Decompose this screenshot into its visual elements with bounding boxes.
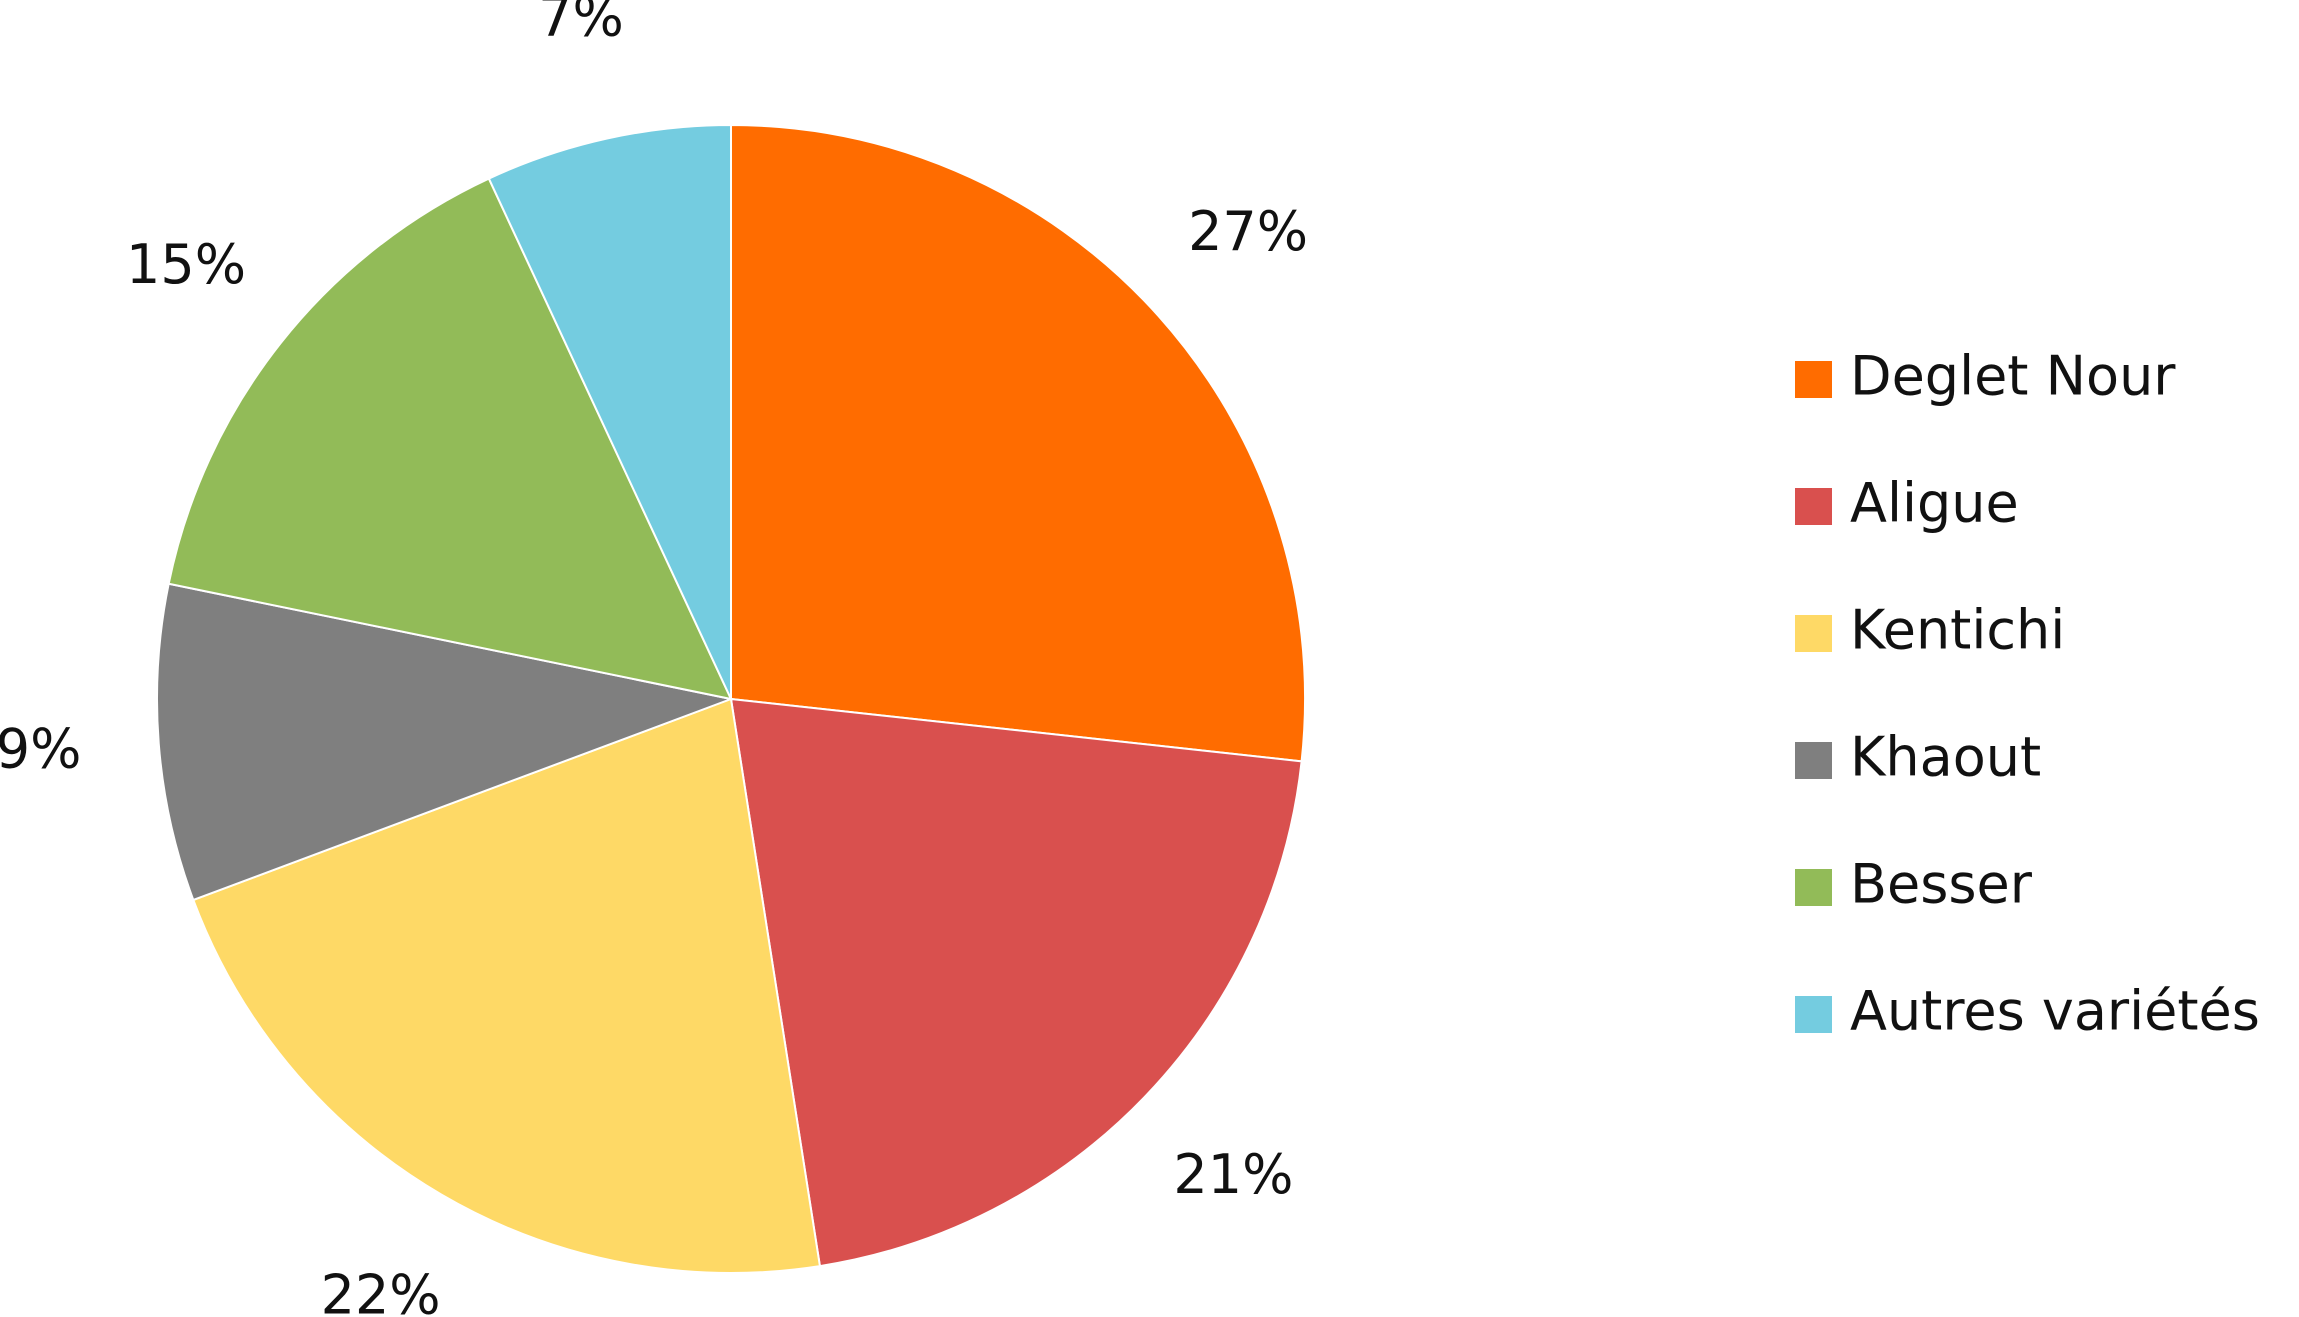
legend-label: Deglet Nour <box>1850 345 2176 408</box>
data-label: 21% <box>1173 1143 1293 1206</box>
pie-slice <box>167 177 733 701</box>
data-label: 9% <box>0 718 81 781</box>
data-label: 27% <box>1188 200 1308 263</box>
pie-slice <box>156 582 735 902</box>
pie-slice <box>729 697 1303 1268</box>
legend-swatch <box>1795 615 1832 652</box>
pie-slice <box>730 123 1306 763</box>
legend-swatch <box>1795 488 1832 525</box>
data-label: 7% <box>538 0 624 48</box>
legend-label: Kentichi <box>1850 599 2065 662</box>
pie-slice <box>487 123 732 700</box>
legend-label: Aligue <box>1850 472 2019 535</box>
data-label: 22% <box>321 1263 441 1317</box>
data-label: 15% <box>126 233 246 296</box>
legend-label: Khaout <box>1850 726 2041 789</box>
legend-swatch <box>1795 742 1832 779</box>
legend-swatch <box>1795 361 1832 398</box>
legend-label: Autres variétés <box>1850 980 2260 1043</box>
legend-label: Besser <box>1850 853 2033 916</box>
legend-swatch <box>1795 996 1832 1033</box>
legend-swatch <box>1795 869 1832 906</box>
